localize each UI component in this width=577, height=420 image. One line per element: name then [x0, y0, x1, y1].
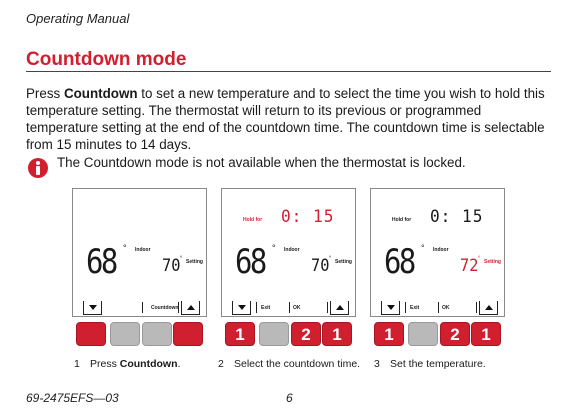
chevron-up-icon: [336, 305, 344, 310]
separator: [405, 302, 406, 313]
intro-keyword: Countdown: [63, 86, 138, 101]
thermostat-screen: Hold for 0: 15 68 ° Indoor 72 ° Setting …: [370, 188, 505, 317]
intro-paragraph: Press Countdown to set a new temperature…: [26, 85, 556, 153]
chevron-up-icon: [187, 305, 195, 310]
exit-label[interactable]: Exit: [261, 305, 271, 311]
thermostat-panel-1: 68 ° Indoor 70 ° Setting Countdown 1 Pres…: [72, 188, 207, 370]
separator: [476, 302, 477, 313]
hardware-button-2[interactable]: [110, 322, 140, 346]
soft-key-strip: Countdown: [73, 299, 208, 318]
hardware-button-2[interactable]: [408, 322, 438, 346]
countdown-button[interactable]: [142, 322, 172, 346]
caption-text: Select the countdown time.: [234, 358, 361, 370]
step-caption-2: 2 Select the countdown time.: [218, 358, 360, 370]
chevron-down-icon: [238, 305, 246, 310]
separator: [256, 302, 257, 313]
separator: [327, 302, 328, 313]
setting-temperature: 72: [460, 256, 479, 276]
hardware-button-2[interactable]: [259, 322, 289, 346]
info-icon: [28, 158, 48, 178]
indoor-temperature: 68: [235, 242, 267, 282]
down-arrow-key[interactable]: [381, 301, 400, 315]
step-number: 3: [374, 358, 380, 370]
up-arrow-key[interactable]: [330, 301, 349, 315]
soft-key-strip: Exit OK: [222, 299, 357, 318]
hardware-button-1[interactable]: [76, 322, 106, 346]
ok-label[interactable]: OK: [293, 305, 301, 311]
thermostat-screen: 68 ° Indoor 70 ° Setting Countdown: [72, 188, 207, 317]
thermostat-screen: Hold for 0: 15 68 ° Indoor 70 ° Setting …: [221, 188, 356, 317]
indoor-label: Indoor: [135, 247, 151, 253]
caption-keyword: Countdown: [119, 358, 178, 370]
hold-time: 0: 15: [281, 207, 335, 227]
setting-label: Setting: [484, 259, 501, 265]
thermostat-panel-2: Hold for 0: 15 68 ° Indoor 70 ° Setting …: [218, 188, 360, 370]
indoor-label: Indoor: [433, 247, 449, 253]
countdown-label: Countdown: [151, 305, 179, 311]
setting-temperature: 70: [311, 256, 330, 276]
indoor-temperature: 68: [384, 242, 416, 282]
up-arrow-key[interactable]: [479, 301, 498, 315]
step-caption-1: 1 Press Countdown.: [74, 358, 180, 370]
separator: [438, 302, 439, 313]
chevron-down-icon: [89, 305, 97, 310]
degree-icon: °: [180, 256, 183, 262]
degree-icon: °: [123, 243, 127, 253]
ok-label[interactable]: OK: [442, 305, 450, 311]
chevron-up-icon: [485, 305, 493, 310]
degree-icon: °: [272, 243, 276, 253]
hardware-button-1[interactable]: 1: [374, 322, 404, 346]
hardware-button-3[interactable]: 2: [291, 322, 321, 346]
caption-prefix: Press: [90, 358, 120, 370]
hold-time: 0: 15: [430, 207, 484, 227]
intro-rest: to set a new temperature and to select t…: [26, 86, 545, 152]
section-title: Countdown mode: [26, 49, 187, 70]
step-number: 1: [74, 358, 80, 370]
caption-suffix: .: [177, 358, 181, 370]
indoor-temperature: 68: [86, 242, 118, 282]
note-text: The Countdown mode is not available when…: [57, 155, 466, 170]
degree-icon: °: [421, 243, 425, 253]
hardware-button-4[interactable]: [173, 322, 203, 346]
intro-prefix: Press: [26, 86, 64, 101]
soft-key-strip: Exit OK: [371, 299, 506, 318]
hold-for-label: Hold for: [243, 217, 263, 223]
hardware-button-1[interactable]: 1: [225, 322, 255, 346]
setting-label: Setting: [186, 259, 203, 265]
up-arrow-key[interactable]: [181, 301, 200, 315]
separator: [142, 302, 143, 313]
hardware-button-4[interactable]: 1: [322, 322, 352, 346]
setting-label: Setting: [335, 259, 352, 265]
thermostat-panel-3: Hold for 0: 15 68 ° Indoor 72 ° Setting …: [370, 188, 505, 370]
hardware-button-3[interactable]: 2: [440, 322, 470, 346]
step-caption-3: 3 Set the temperature.: [374, 358, 486, 370]
title-divider: [26, 71, 551, 72]
separator: [289, 302, 290, 313]
document-number: 69-2475EFS—03: [26, 391, 119, 405]
indoor-label: Indoor: [284, 247, 300, 253]
hold-for-label: Hold for: [392, 217, 412, 223]
down-arrow-key[interactable]: [232, 301, 251, 315]
caption-text: Set the temperature.: [390, 358, 486, 370]
degree-icon: °: [478, 256, 481, 262]
separator: [178, 302, 179, 313]
step-number: 2: [218, 358, 224, 370]
hardware-button-4[interactable]: 1: [471, 322, 501, 346]
exit-label[interactable]: Exit: [410, 305, 420, 311]
degree-icon: °: [329, 256, 332, 262]
manual-header: Operating Manual: [26, 11, 130, 26]
setting-temperature: 70: [162, 256, 181, 276]
chevron-down-icon: [387, 305, 395, 310]
down-arrow-key[interactable]: [83, 301, 102, 315]
page-number: 6: [286, 391, 293, 405]
